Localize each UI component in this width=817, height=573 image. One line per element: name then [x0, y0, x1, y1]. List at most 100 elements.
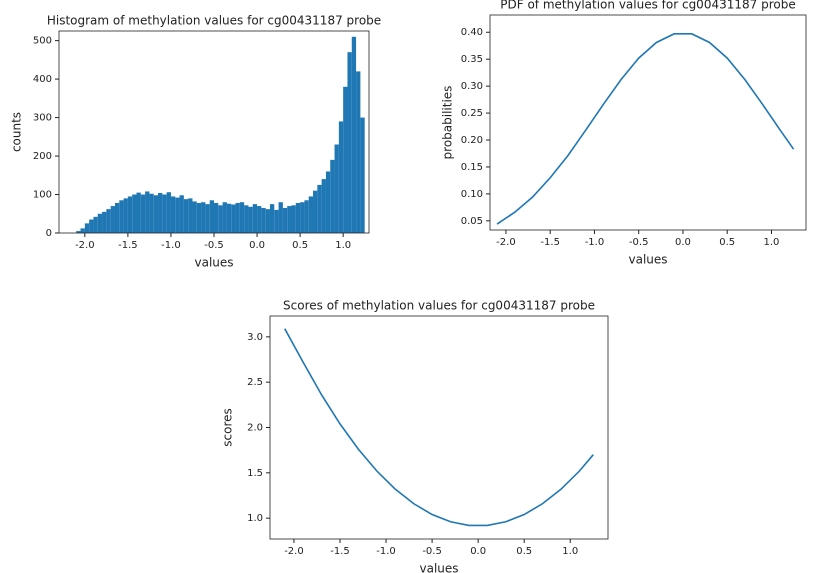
plot-frame [489, 14, 807, 231]
y-tick-label: 500 [33, 36, 52, 47]
bar [145, 191, 150, 233]
bar [192, 201, 197, 233]
y-tick-label: 200 [33, 151, 52, 162]
x-tick-label: -1.5 [118, 240, 138, 251]
bar [123, 198, 128, 233]
plot-frame [58, 30, 370, 234]
bar [282, 207, 288, 233]
y-tick-label: 0.15 [461, 162, 483, 173]
y-tick-label: 400 [33, 74, 52, 85]
x-tick-label: -1.0 [161, 240, 181, 251]
bar [248, 206, 253, 233]
bar [127, 196, 133, 233]
x-tick-label: 0.5 [516, 546, 532, 557]
bar [218, 205, 223, 233]
bar [175, 197, 180, 233]
y-tick-label: 2.5 [247, 377, 263, 388]
x-tick-label: -2.0 [496, 237, 516, 248]
bar [351, 36, 357, 234]
x-tick-label: 0.0 [675, 237, 691, 248]
x-axis-label: values [194, 256, 233, 270]
x-tick-label: -1.0 [585, 237, 605, 248]
bar [132, 194, 137, 233]
x-tick-label: 1.0 [562, 546, 578, 557]
bar [149, 193, 154, 233]
plot-frame [269, 315, 609, 540]
x-tick-label: -0.5 [629, 237, 649, 248]
x-tick-label: -2.0 [75, 240, 95, 251]
y-tick-label: 300 [33, 113, 52, 124]
y-axis-label: scores [221, 408, 235, 447]
bar [214, 202, 219, 233]
bar [84, 223, 90, 233]
line [496, 33, 795, 225]
bar [158, 192, 163, 233]
bar [110, 206, 115, 233]
bar [153, 195, 159, 233]
bar [338, 121, 344, 233]
bar [287, 206, 292, 233]
y-tick-label: 0.25 [461, 108, 483, 119]
bar [226, 203, 232, 233]
y-tick-label: 2.0 [247, 423, 263, 434]
bar [300, 202, 305, 233]
bar [269, 204, 275, 233]
bar [261, 207, 266, 233]
x-tick-label: -0.5 [422, 546, 442, 557]
bar [222, 202, 227, 233]
x-axis-label: values [628, 253, 667, 267]
bar [235, 202, 240, 233]
bar [252, 204, 258, 233]
bar [166, 192, 171, 233]
bar [162, 194, 167, 233]
bar [360, 117, 365, 233]
y-tick-label: 100 [33, 190, 52, 201]
x-tick-label: -2.0 [284, 546, 304, 557]
bar [209, 200, 214, 233]
bar [330, 159, 335, 233]
bar [231, 204, 236, 233]
bar [239, 202, 245, 233]
bar [201, 202, 206, 233]
bar [278, 202, 283, 233]
x-tick-label: -1.0 [376, 546, 396, 557]
bar [313, 190, 318, 233]
bar [89, 219, 94, 233]
bar [325, 171, 331, 233]
bar [140, 194, 146, 233]
chart-title: Histogram of methylation values for cg00… [47, 14, 381, 28]
y-tick-label: 0.10 [461, 189, 483, 200]
bar [80, 228, 85, 233]
bar [274, 209, 279, 233]
bar [106, 209, 111, 233]
bar [93, 216, 98, 233]
y-tick-label: 0.35 [461, 54, 483, 65]
bar [205, 204, 210, 233]
y-tick-label: 0 [46, 228, 52, 239]
bar [304, 200, 309, 233]
bar [265, 209, 270, 233]
bar [244, 205, 249, 233]
bar [257, 206, 262, 233]
x-tick-label: 1.0 [764, 237, 780, 248]
line [284, 328, 594, 527]
x-tick-label: 0.0 [249, 240, 265, 251]
bar [343, 86, 348, 234]
x-tick-label: 1.0 [335, 240, 351, 251]
x-tick-label: -0.5 [204, 240, 224, 251]
x-tick-label: -1.5 [540, 237, 560, 248]
bar [356, 71, 361, 234]
y-tick-label: 0.05 [461, 216, 483, 227]
bar [102, 211, 107, 233]
bar [97, 213, 103, 233]
y-tick-label: 1.0 [247, 513, 263, 524]
bar [119, 200, 124, 233]
bar [188, 198, 193, 233]
x-axis-label: values [419, 562, 458, 573]
bar [170, 196, 176, 233]
y-tick-label: 0.40 [461, 27, 483, 38]
bar [183, 199, 189, 233]
bar [114, 202, 120, 233]
